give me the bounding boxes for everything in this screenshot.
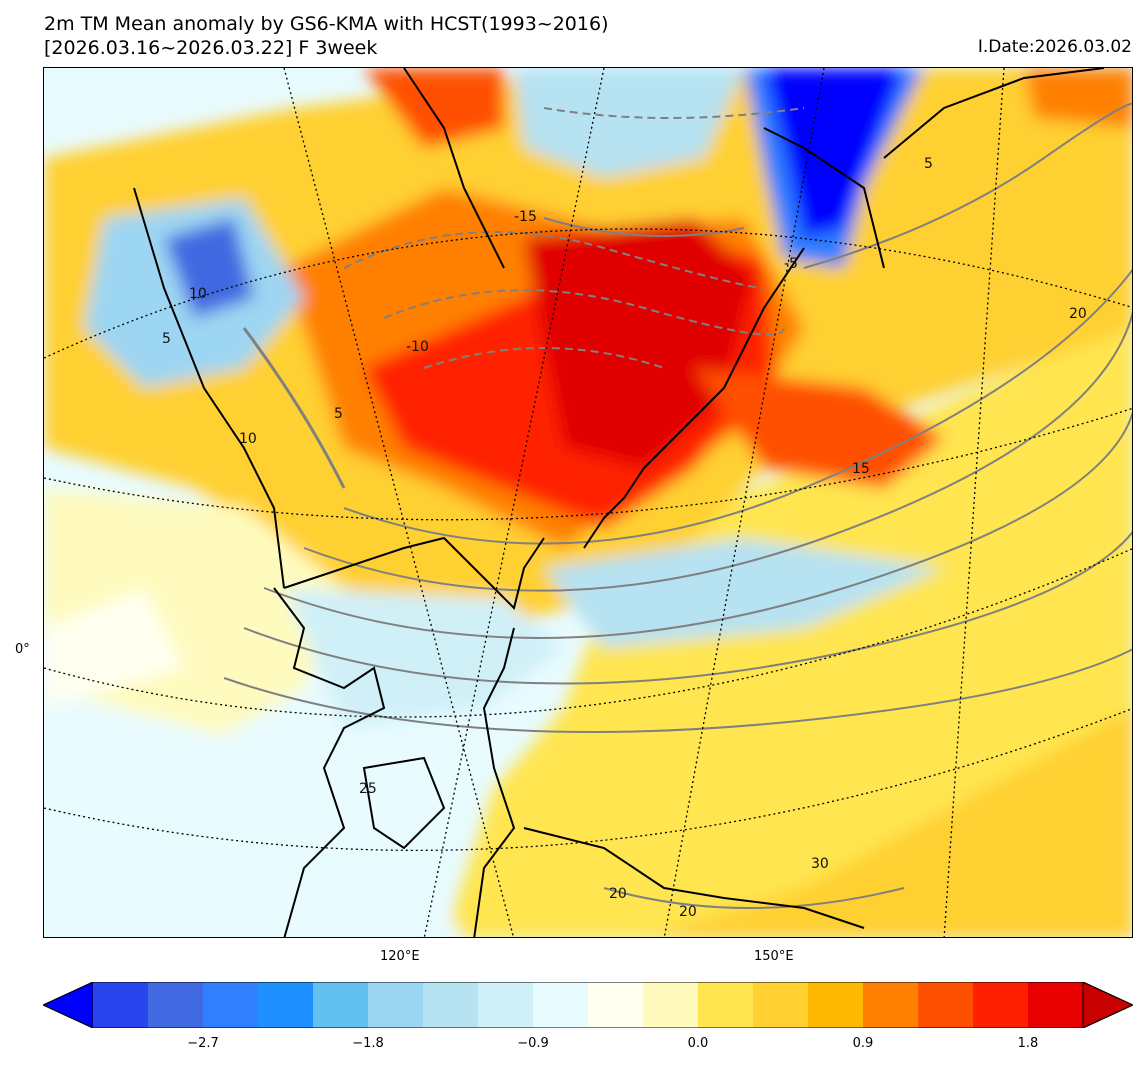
colorbar-cell <box>918 982 974 1028</box>
colorbar-tick-label: 0.9 <box>852 1036 874 1051</box>
colorbar-tick-label: 1.8 <box>1017 1036 1039 1051</box>
map-title: 2m TM Mean anomaly by GS6-KMA with HCST(… <box>44 12 609 60</box>
colorbar-cell <box>478 982 534 1028</box>
contour-label: 25 <box>359 781 377 797</box>
contour-text-labels: -15 -5 5 20 15 10 -10 5 10 25 30 20 20 5 <box>162 156 1087 920</box>
contour-label: 15 <box>852 461 870 477</box>
colorbar-tick-label: 0.0 <box>687 1036 709 1051</box>
colorbar-cell <box>588 982 644 1028</box>
contour-label: 20 <box>1069 306 1087 322</box>
lon-label-120e: 120°E <box>380 949 420 964</box>
colorbar-cell <box>93 982 149 1028</box>
contour-label: -15 <box>514 209 537 225</box>
coastlines <box>133 68 1105 937</box>
anomaly-field <box>44 68 1132 937</box>
colorbar <box>43 982 1133 1028</box>
contour-label: 5 <box>162 331 171 347</box>
contour-label: 30 <box>811 856 829 872</box>
colorbar-cell <box>643 982 699 1028</box>
contour-label: 5 <box>924 156 933 172</box>
anomaly-map: -15 -5 5 20 15 10 -10 5 10 25 30 20 20 5 <box>43 67 1133 938</box>
init-date: I.Date:2026.03.02 <box>977 37 1132 57</box>
contour-label: 20 <box>679 904 697 920</box>
title-line-1: 2m TM Mean anomaly by GS6-KMA with HCST(… <box>44 13 609 35</box>
colorbar-cell <box>533 982 589 1028</box>
colorbar-cell <box>423 982 479 1028</box>
colorbar-cell <box>808 982 864 1028</box>
colorbar-cell <box>258 982 314 1028</box>
negative-contours <box>343 107 805 369</box>
map-canvas: -15 -5 5 20 15 10 -10 5 10 25 30 20 20 5 <box>44 68 1132 937</box>
colorbar-cell <box>753 982 809 1028</box>
contour-label: 10 <box>239 431 257 447</box>
colorbar-cell <box>313 982 369 1028</box>
title-line-2: [2026.03.16~2026.03.22] F 3week <box>44 37 378 59</box>
graticule <box>44 68 1132 937</box>
colorbar-cell <box>368 982 424 1028</box>
colorbar-tick-label: −0.9 <box>517 1036 549 1051</box>
contour-label: 5 <box>334 406 343 422</box>
lat-label-0: 0° <box>15 642 30 657</box>
colorbar-cell <box>973 982 1029 1028</box>
colorbar-cell <box>148 982 204 1028</box>
colorbar-cell <box>1028 982 1084 1028</box>
colorbar-extend-low <box>43 982 94 1028</box>
contour-label: -5 <box>784 256 798 272</box>
colorbar-extend-high <box>1082 982 1133 1028</box>
contour-label: -10 <box>406 339 429 355</box>
climatology-contours <box>223 102 1132 909</box>
colorbar-cell <box>698 982 754 1028</box>
lon-label-150e: 150°E <box>754 949 794 964</box>
colorbar-cells <box>43 982 1133 1028</box>
contour-label: 10 <box>189 286 207 302</box>
colorbar-cell <box>863 982 919 1028</box>
colorbar-cell <box>203 982 259 1028</box>
colorbar-tick-label: −2.7 <box>187 1036 219 1051</box>
colorbar-tick-label: −1.8 <box>352 1036 384 1051</box>
contour-label: 20 <box>609 886 627 902</box>
